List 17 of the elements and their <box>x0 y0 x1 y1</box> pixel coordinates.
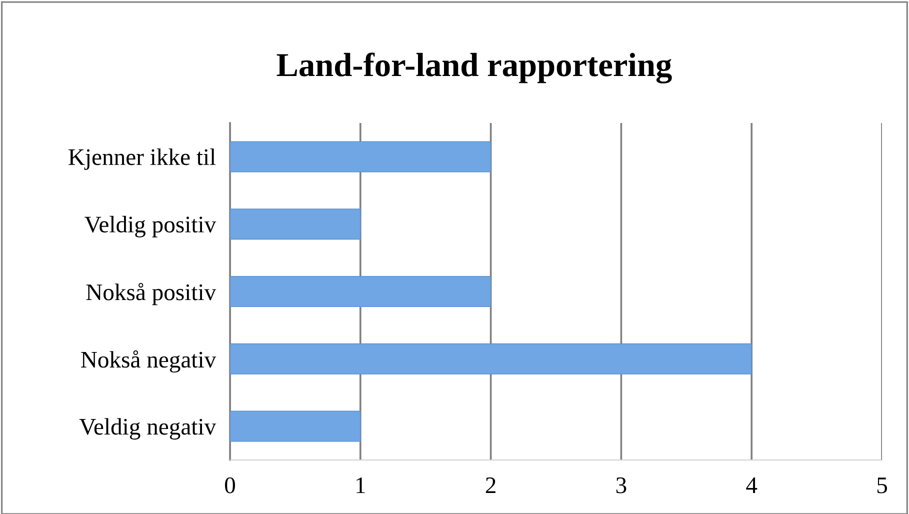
bar <box>230 410 361 442</box>
y-tick-label: Nokså positiv <box>86 282 216 306</box>
bar <box>230 343 752 374</box>
y-tick-label: Veldig positiv <box>84 216 216 238</box>
bar <box>230 141 492 172</box>
x-tick-label: 2 <box>486 477 496 494</box>
y-tick-label: Veldig negativ <box>79 418 216 440</box>
chart-title: Land-for-land rapportering <box>276 52 672 84</box>
bar <box>230 208 361 240</box>
y-tick-label: Kjenner ikke til <box>68 148 216 170</box>
x-tick-label: 4 <box>746 478 758 494</box>
x-tick-label: 3 <box>616 477 626 494</box>
x-tick-label: 0 <box>224 477 236 494</box>
x-tick-label: 1 <box>356 477 365 494</box>
x-tick-label: 5 <box>877 478 887 494</box>
bar <box>230 276 492 308</box>
y-tick-label: Nokså negativ <box>81 350 216 373</box>
